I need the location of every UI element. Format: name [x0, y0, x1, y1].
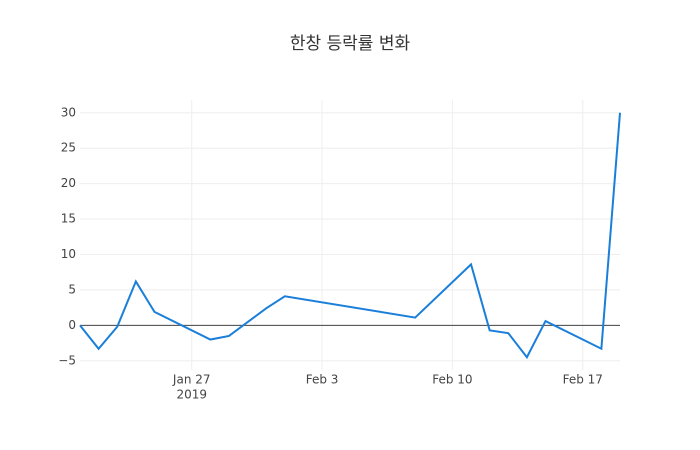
x-tick-label: Feb 3 — [306, 373, 339, 387]
y-tick-label: 10 — [61, 247, 76, 261]
y-tick-label: −5 — [58, 353, 76, 367]
data-line — [79, 112, 621, 360]
chart-title: 한창 등락률 변화 — [290, 34, 411, 54]
x-tick-label: Feb 17 — [563, 373, 603, 387]
y-tick-label: 15 — [61, 212, 76, 226]
x-tick-label: Jan 27 — [172, 373, 211, 387]
y-tick-label: 20 — [61, 176, 76, 190]
y-tick-label: 25 — [61, 141, 76, 155]
y-tick-label: 30 — [61, 105, 76, 119]
y-tick-label: 0 — [68, 318, 76, 332]
y-tick-label: 5 — [68, 282, 76, 296]
x-tick-label: Feb 10 — [432, 373, 472, 387]
x-tick-year: 2019 — [176, 388, 207, 402]
